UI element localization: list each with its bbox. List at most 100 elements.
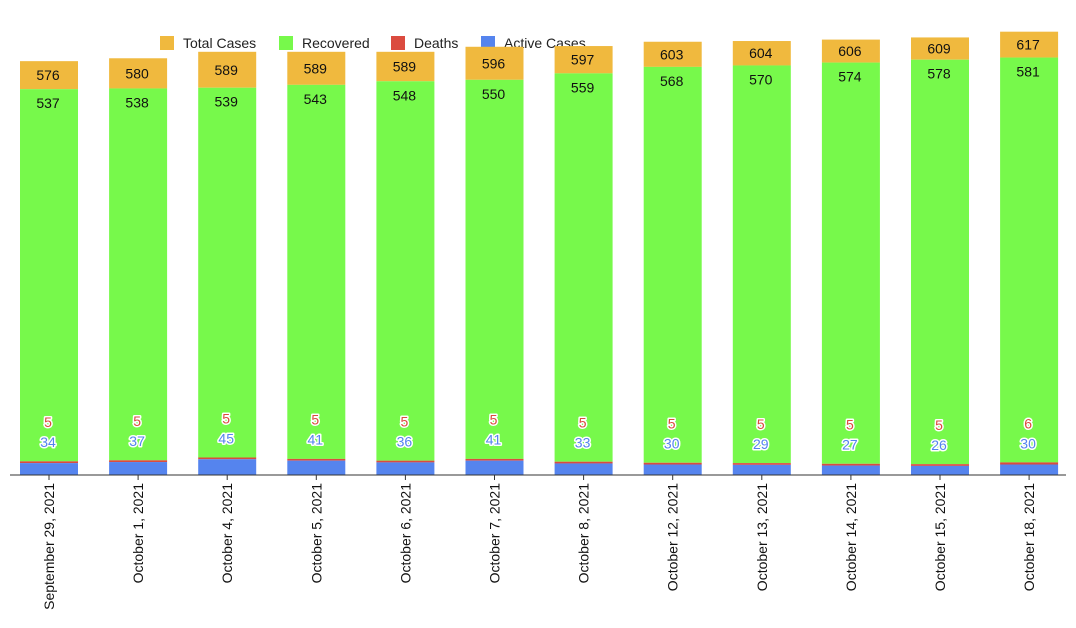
- data-label-deaths: 5: [401, 413, 409, 429]
- bar-recovered: [554, 73, 613, 462]
- data-label-active-cases: 30: [1020, 436, 1036, 452]
- data-label-active-cases: 34: [40, 434, 56, 450]
- data-label-deaths: 5: [490, 412, 498, 428]
- x-tick-label: September 29, 2021: [41, 483, 57, 610]
- bar-deaths: [198, 457, 257, 460]
- data-label-recovered: 581: [1016, 64, 1040, 80]
- bar-stack-october-8-2021: 597 559 5 33: [554, 46, 613, 475]
- bar-stack-september-29-2021: 576 537 5 34: [20, 61, 78, 475]
- bar-stack-october-6-2021: 589 548 5 36: [376, 51, 435, 475]
- bar-deaths: [20, 461, 78, 464]
- bar-active-cases: [287, 460, 346, 475]
- x-axis: September 29, 2021 October 1, 2021 October…: [10, 474, 1066, 610]
- data-label-recovered: 537: [36, 95, 60, 111]
- bar-stack-october-7-2021: 596 550 5 41: [465, 46, 524, 475]
- bar-stacks: 5765375345805385375895395455895435415895…: [20, 31, 1059, 475]
- data-label-active-cases: 27: [842, 437, 858, 453]
- bar-recovered: [911, 59, 969, 465]
- bar-total-cases: [732, 41, 791, 66]
- bar-deaths: [821, 463, 880, 466]
- bar-active-cases: [821, 465, 880, 475]
- bar-recovered: [287, 84, 346, 459]
- data-label-recovered: 539: [215, 94, 239, 110]
- data-label-active-cases: 36: [397, 433, 413, 449]
- bar-active-cases: [732, 464, 791, 475]
- x-tick-label: October 1, 2021: [130, 483, 146, 584]
- x-tick-label: October 14, 2021: [843, 483, 859, 591]
- bar-stack-october-14-2021: 606 574 5 27: [821, 39, 880, 475]
- bar-recovered: [198, 87, 257, 458]
- bar-deaths: [287, 458, 346, 461]
- bar-active-cases: [911, 465, 969, 475]
- data-label-active-cases: 30: [664, 436, 680, 452]
- data-label-deaths: 5: [846, 417, 854, 433]
- bar-deaths: [465, 458, 524, 461]
- data-label-total-cases: 589: [393, 59, 417, 75]
- data-label-active-cases: 45: [218, 430, 234, 446]
- bar-deaths: [554, 461, 613, 464]
- bar-recovered: [1000, 57, 1059, 463]
- data-label-deaths: 5: [668, 416, 676, 432]
- bar-total-cases: [821, 39, 880, 63]
- data-label-recovered: 578: [927, 66, 951, 82]
- bar-active-cases: [20, 463, 78, 475]
- data-label-deaths: 5: [935, 417, 943, 433]
- legend-swatch-total-cases: [160, 36, 174, 50]
- bar-deaths: [1000, 462, 1059, 465]
- bar-recovered: [732, 65, 791, 464]
- data-label-active-cases: 29: [753, 436, 769, 452]
- bar-recovered: [376, 81, 435, 461]
- bar-total-cases: [1000, 31, 1059, 58]
- data-label-total-cases: 576: [36, 67, 60, 83]
- bar-active-cases: [1000, 464, 1059, 475]
- data-label-recovered: 543: [304, 91, 328, 107]
- bar-deaths: [732, 463, 791, 465]
- data-label-total-cases: 617: [1016, 37, 1040, 53]
- data-label-deaths: 5: [311, 412, 319, 428]
- x-tick-label: October 18, 2021: [1021, 483, 1037, 591]
- data-label-recovered: 550: [482, 86, 506, 102]
- data-label-deaths: 5: [222, 410, 230, 426]
- bar-total-cases: [109, 58, 168, 89]
- data-label-total-cases: 589: [304, 60, 328, 76]
- bar-active-cases: [554, 463, 613, 475]
- data-label-recovered: 538: [125, 94, 149, 110]
- data-label-active-cases: 26: [931, 437, 947, 453]
- legend-swatch-recovered: [279, 36, 293, 50]
- data-label-total-cases: 603: [660, 46, 684, 62]
- bar-deaths: [911, 464, 969, 466]
- data-label-active-cases: 41: [308, 432, 324, 448]
- x-tick-label: October 7, 2021: [487, 483, 503, 584]
- bar-recovered: [821, 62, 880, 464]
- bar-total-cases: [465, 46, 524, 80]
- data-label-total-cases: 604: [749, 45, 773, 61]
- bar-stack-october-4-2021: 589 539 5 45: [198, 51, 257, 475]
- data-label-recovered: 559: [571, 79, 595, 95]
- bar-active-cases: [198, 459, 257, 475]
- x-tick-label: October 6, 2021: [397, 483, 413, 584]
- bar-recovered: [20, 89, 78, 462]
- bar-total-cases: [287, 51, 346, 85]
- bar-stack-october-18-2021: 617 581 6 30: [1000, 31, 1059, 475]
- data-label-total-cases: 580: [125, 65, 149, 81]
- data-label-total-cases: 589: [215, 62, 239, 78]
- data-label-total-cases: 597: [571, 52, 595, 68]
- data-label-deaths: 5: [579, 414, 587, 430]
- legend-label-recovered: Recovered: [302, 35, 370, 51]
- legend-swatch-active-cases: [481, 36, 495, 50]
- data-label-deaths: 5: [44, 414, 52, 430]
- data-label-deaths: 5: [133, 413, 141, 429]
- bar-recovered: [643, 66, 702, 463]
- bar-active-cases: [465, 460, 524, 475]
- data-label-total-cases: 606: [838, 43, 862, 59]
- bar-stack-october-13-2021: 604 570 5 29: [732, 41, 791, 475]
- bar-stack-october-12-2021: 603 568 5 30: [643, 41, 702, 475]
- legend-swatch-deaths: [391, 36, 405, 50]
- bar-stack-october-15-2021: 609 578 5 26: [911, 37, 969, 475]
- bar-stack-october-5-2021: 589 543 5 41: [287, 51, 346, 475]
- x-tick-label: October 15, 2021: [932, 483, 948, 591]
- bar-total-cases: [198, 51, 257, 88]
- bar-deaths: [643, 462, 702, 465]
- bar-total-cases: [376, 51, 435, 82]
